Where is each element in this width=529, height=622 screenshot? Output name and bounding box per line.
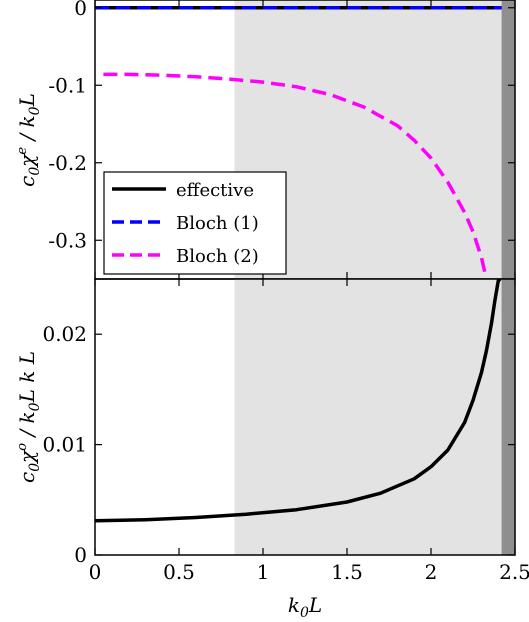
- bottom-y-axis-label: c0χo / k0L k L: [15, 351, 43, 483]
- x-tick-label: 2: [425, 560, 438, 584]
- bot-axes-frame: [94, 278, 516, 556]
- legend-label-bloch-2: Bloch (2): [176, 246, 259, 267]
- top-y-tick-label: -0.2: [48, 151, 87, 175]
- legend: effective Bloch (1) Bloch (2): [103, 171, 287, 275]
- x-tick-label: 1.5: [331, 560, 363, 584]
- x-tick-label: 0.5: [163, 560, 195, 584]
- bot-series-line-line: [95, 279, 502, 523]
- bottom-panel: 0 0.01 0.02 0 0.5 1 1.5 2 2.5 c0χo / k0L k L k0L: [15, 278, 529, 621]
- x-tick-label: 1: [257, 560, 270, 584]
- x-axis-label: k0L: [288, 593, 322, 621]
- bot-y-tick-label: 0: [74, 543, 87, 567]
- top-shaded-region-1: [501, 0, 515, 279]
- top-y-tick-label: -0.1: [48, 73, 87, 97]
- x-tick-label: 2.5: [499, 560, 529, 584]
- bot-shaded-region-0: [234, 279, 502, 555]
- bot-y-tick-label: 0.01: [42, 433, 87, 457]
- bot-y-tick-label: 0.02: [42, 322, 87, 346]
- top-y-tick-label: 0: [74, 0, 87, 20]
- top-y-tick-label: -0.3: [48, 228, 87, 252]
- top-series-bloch-2-line: [103, 72, 489, 279]
- legend-label-effective: effective: [176, 180, 254, 201]
- top-y-axis-label: c0χe / k0L: [15, 93, 43, 187]
- x-tick-label: 0: [89, 560, 102, 584]
- bot-shaded-region-1: [501, 279, 515, 555]
- legend-label-bloch-1: Bloch (1): [176, 213, 259, 234]
